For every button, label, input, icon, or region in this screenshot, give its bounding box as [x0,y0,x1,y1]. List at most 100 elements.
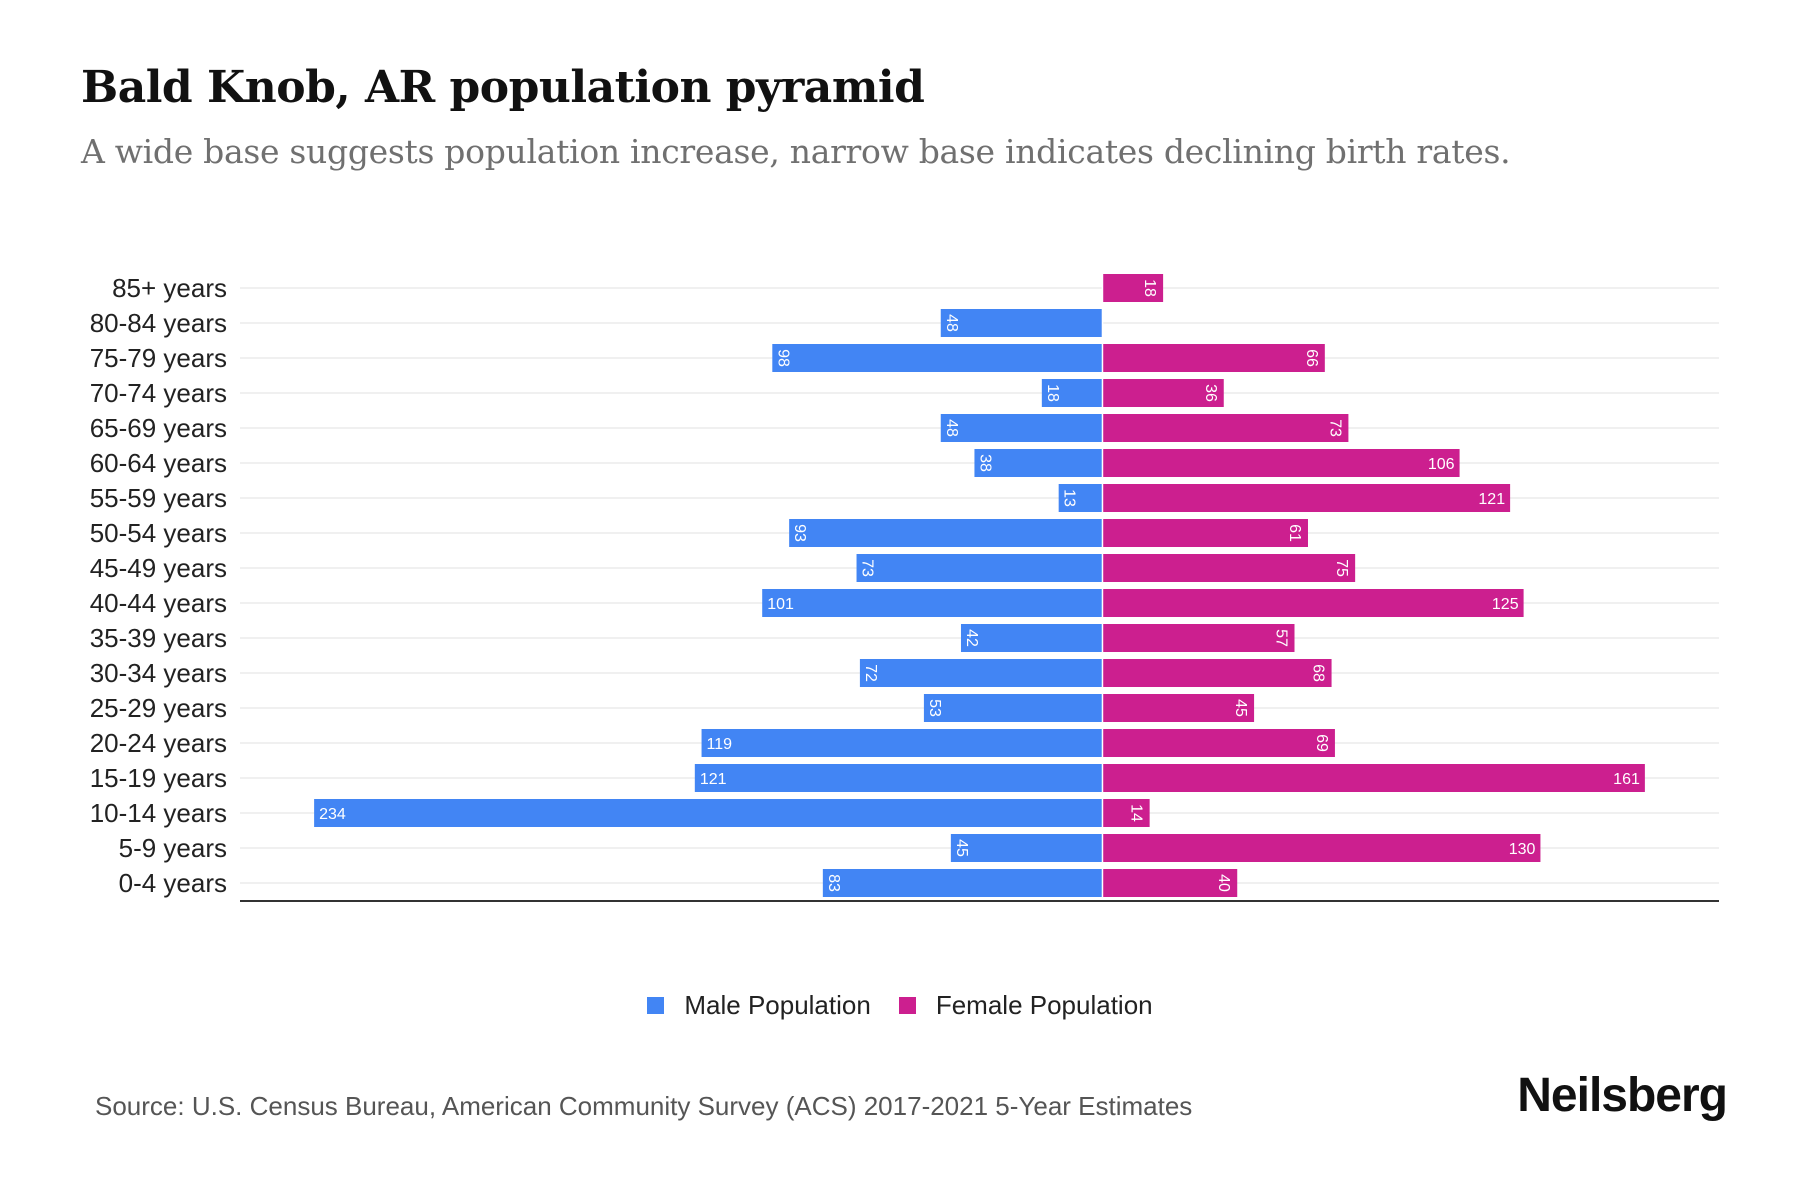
bars [314,274,1645,897]
data-label-female: 14 [1128,804,1145,822]
bar-female[interactable] [1102,834,1541,862]
bar-female[interactable] [1102,274,1164,302]
gridlines [240,287,1719,884]
bar-male[interactable] [701,729,1103,757]
data-label-male: 121 [700,771,727,788]
bar-male[interactable] [974,449,1103,477]
bar-female[interactable] [1102,414,1349,442]
bar-female[interactable] [1102,344,1325,372]
legend-item-male[interactable]: Male Population [647,989,871,1021]
data-label-male: 98 [774,349,791,367]
data-label-female: 36 [1202,384,1219,402]
legend-item-female[interactable]: Female Population [898,989,1153,1021]
category-label: 35-39 years [90,623,227,653]
category-label: 20-24 years [90,728,227,758]
legend-label-female: Female Population [935,989,1153,1020]
data-label-male: 38 [976,454,993,472]
data-label-male: 73 [859,559,876,577]
data-label-female: 66 [1303,349,1320,367]
legend-label-male: Male Population [684,989,871,1020]
bar-male[interactable] [772,344,1103,372]
category-label: 25-29 years [90,693,227,723]
data-label-male: 234 [319,806,346,823]
category-label: 55-59 years [90,483,227,513]
bar-female[interactable] [1102,379,1224,407]
bar-female[interactable] [1102,694,1255,722]
data-label-male: 53 [926,699,943,717]
category-label: 50-54 years [90,518,227,548]
data-label-female: 40 [1215,874,1232,892]
bar-female[interactable] [1102,449,1460,477]
data-label-female: 125 [1492,596,1519,613]
data-label-female: 69 [1313,734,1330,752]
bar-male[interactable] [694,764,1103,792]
bar-male[interactable] [314,799,1103,827]
bar-male[interactable] [960,624,1103,652]
bar-female[interactable] [1102,554,1356,582]
category-label: 0-4 years [119,868,227,898]
chart-subtitle: A wide base suggests population increase… [81,132,1511,171]
data-label-male: 48 [943,314,960,332]
category-label: 65-69 years [90,413,227,443]
data-label-female: 18 [1141,279,1158,297]
data-label-female: 57 [1273,629,1290,647]
category-label: 80-84 years [90,308,227,338]
category-label: 5-9 years [119,833,227,863]
data-label-female: 130 [1509,841,1536,858]
bar-male[interactable] [1041,379,1103,407]
data-label-female: 106 [1428,456,1455,473]
bar-male[interactable] [822,869,1103,897]
data-label-female: 73 [1326,419,1343,437]
bar-female[interactable] [1102,799,1150,827]
category-label: 45-49 years [90,553,227,583]
data-label-male: 48 [943,419,960,437]
bar-female[interactable] [1102,589,1524,617]
category-label: 30-34 years [90,658,227,688]
bar-male[interactable] [859,659,1103,687]
data-label-male: 101 [767,596,794,613]
data-label-female: 61 [1286,524,1303,542]
category-label: 40-44 years [90,588,227,618]
bar-male[interactable] [789,519,1103,547]
data-label-female: 75 [1333,559,1350,577]
data-label-male: 42 [963,629,980,647]
category-label: 60-64 years [90,448,227,478]
bar-female[interactable] [1102,764,1645,792]
bar-male[interactable] [950,834,1103,862]
data-label-female: 121 [1478,491,1505,508]
bar-female[interactable] [1102,659,1332,687]
category-labels: 85+ years 80-84 years 75-79 years 70-74 yea… [90,273,227,898]
bar-female[interactable] [1102,519,1308,547]
data-labels: 18 48 98 66 18 36 48 73 38 106 13 121 93 61 73 75 101 125… [319,279,1640,892]
data-label-male: 18 [1044,384,1061,402]
data-label-male: 83 [825,874,842,892]
category-label: 85+ years [112,273,227,303]
bar-female[interactable] [1102,729,1335,757]
population-pyramid-chart: 85+ years 80-84 years 75-79 years 70-74 yea… [90,273,1719,902]
bar-female[interactable] [1102,869,1238,897]
data-label-male: 13 [1061,489,1078,507]
category-label: 75-79 years [90,343,227,373]
bar-male[interactable] [856,554,1103,582]
bar-male[interactable] [923,694,1103,722]
category-label: 10-14 years [90,798,227,828]
bar-male[interactable] [940,414,1103,442]
bar-male[interactable] [940,309,1103,337]
category-label: 70-74 years [90,378,227,408]
source-note: Source: U.S. Census Bureau, American Com… [95,1091,1193,1121]
bar-female[interactable] [1102,484,1511,512]
data-label-male: 119 [707,736,733,753]
legend: Male Population Female Population [0,983,1800,1027]
chart-title: Bald Knob, AR population pyramid [81,62,925,113]
legend-swatch-female [898,996,916,1014]
legend-swatch-male [647,996,665,1014]
data-label-female: 68 [1310,664,1327,682]
category-label: 15-19 years [90,763,227,793]
bar-female[interactable] [1102,624,1295,652]
bar-male[interactable] [762,589,1103,617]
data-label-male: 45 [953,839,970,857]
neilsberg-logo[interactable]: Neilsberg [1517,1069,1728,1122]
data-label-female: 161 [1613,771,1640,788]
data-label-male: 72 [862,664,879,682]
bar-male[interactable] [1058,484,1103,512]
